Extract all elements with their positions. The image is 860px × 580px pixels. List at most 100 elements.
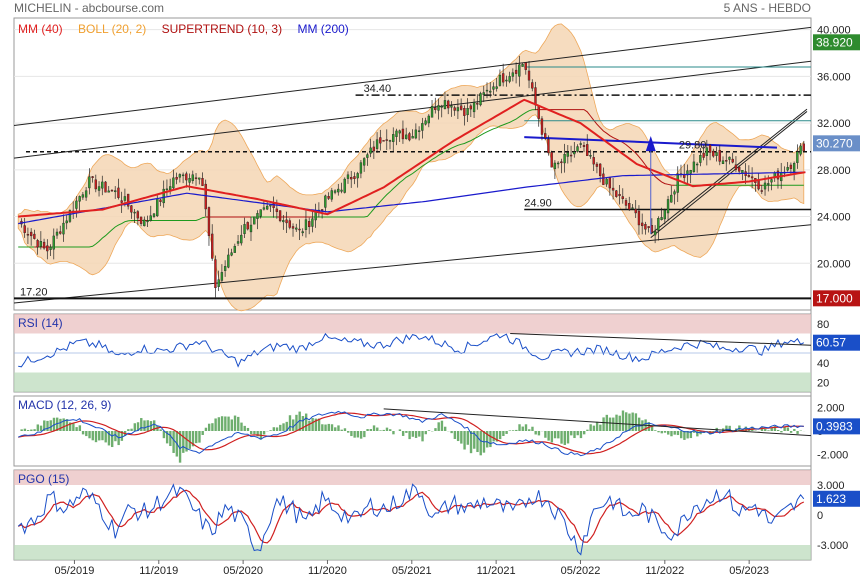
macd-histogram-bar <box>780 431 783 433</box>
price-badge-label: 30.270 <box>816 136 853 150</box>
candle-body <box>369 147 372 154</box>
candle-body <box>230 252 233 256</box>
candle-body <box>430 105 434 118</box>
macd-histogram-bar <box>81 431 85 435</box>
candle-body <box>405 134 408 139</box>
macd-histogram-bar <box>793 428 796 431</box>
macd-histogram-bar <box>298 411 301 431</box>
candle-body <box>362 158 366 166</box>
macd-histogram-bar <box>418 431 421 437</box>
pgo-lower-zone <box>14 545 811 560</box>
macd-histogram-bar <box>770 427 773 431</box>
x-tick-label: 11/2020 <box>308 565 347 577</box>
candle-body <box>36 240 39 248</box>
macd-histogram-bar <box>101 431 104 441</box>
candle-body <box>275 208 279 212</box>
candle-body <box>91 176 94 178</box>
macd-histogram-bar <box>253 431 256 435</box>
candle-body <box>84 190 88 198</box>
macd-histogram-bar <box>350 431 353 437</box>
macd-trend-line <box>383 408 812 437</box>
macd-histogram-bar <box>249 431 253 435</box>
macd-histogram-bar <box>185 431 188 452</box>
macd-histogram-bar <box>679 431 683 439</box>
rising-trend-line-2 <box>650 108 808 235</box>
candle-body <box>101 181 104 189</box>
candle-body <box>634 208 637 214</box>
macd-histogram-bar <box>557 431 560 439</box>
candle-body <box>33 233 36 239</box>
macd-histogram-bar <box>23 428 27 431</box>
candle-body <box>534 87 537 106</box>
macd-histogram-bar <box>505 431 508 434</box>
macd-value-badge <box>813 418 860 435</box>
macd-histogram-bar <box>317 418 321 431</box>
candle-body <box>453 107 456 111</box>
macd-tick-label: 2.000 <box>817 403 845 415</box>
candle-body <box>624 200 628 206</box>
candle-body <box>39 241 43 247</box>
candle-body <box>291 226 295 229</box>
price-badge <box>813 34 860 51</box>
candle-body <box>560 161 563 164</box>
candle-body <box>485 89 489 92</box>
x-tick-label: 05/2022 <box>561 565 601 577</box>
candle-body <box>162 188 165 204</box>
macd-histogram-bar <box>282 423 285 431</box>
candle-body <box>741 170 744 174</box>
macd-histogram-bar <box>230 419 233 431</box>
candle-body <box>259 209 262 217</box>
price-tick-label: 32.000 <box>817 118 851 130</box>
candle-body <box>456 107 460 112</box>
candle-body <box>343 178 346 193</box>
macd-histogram-bar <box>369 429 373 431</box>
candle-body <box>269 204 272 207</box>
macd-histogram-bar <box>62 418 65 431</box>
price-tick-label: 28.000 <box>817 165 851 177</box>
candle-body <box>747 175 751 177</box>
macd-histogram-bar <box>162 431 166 439</box>
candle-body <box>469 105 473 110</box>
macd-histogram-bar <box>169 431 172 447</box>
macd-histogram-bar <box>427 430 431 431</box>
macd-histogram-bar <box>85 431 88 437</box>
macd-histogram-bar <box>434 428 437 431</box>
candle-body <box>353 176 356 180</box>
candle-body <box>715 152 718 156</box>
macd-histogram-bar <box>657 431 660 433</box>
candle-body <box>544 133 547 138</box>
macd-histogram-bar <box>498 431 502 440</box>
macd-histogram-bar <box>469 431 473 454</box>
candle-body <box>605 178 608 185</box>
candle-body <box>262 207 266 210</box>
price-tick-label: 20.000 <box>817 258 851 270</box>
candle-body <box>256 213 259 219</box>
candle-body <box>524 62 527 70</box>
candle-body <box>81 194 85 198</box>
candle-body <box>463 108 466 116</box>
candle-body <box>796 151 799 163</box>
candle-body <box>301 231 304 234</box>
macd-histogram-bar <box>340 429 343 431</box>
candle-body <box>382 140 385 142</box>
candle-body <box>776 170 780 180</box>
macd-histogram-bar <box>237 416 240 431</box>
macd-histogram-bar <box>550 431 554 443</box>
candle-body <box>573 151 576 155</box>
macd-histogram-bar <box>421 431 424 442</box>
candle-body <box>346 174 350 179</box>
macd-histogram-bar <box>531 426 534 431</box>
candle-body <box>725 160 728 162</box>
candle-body <box>136 211 140 219</box>
candle-body <box>395 130 398 137</box>
macd-histogram-bar <box>544 431 547 438</box>
macd-histogram-bar <box>140 418 143 431</box>
macd-histogram-bar <box>663 431 667 433</box>
macd-histogram-bar <box>292 419 295 431</box>
candle-body <box>398 130 401 134</box>
candle-body <box>168 186 172 190</box>
candle-body <box>75 200 78 209</box>
legend-supertrend: SUPERTREND (10, 3) <box>161 22 283 36</box>
macd-histogram-bar <box>566 431 570 444</box>
